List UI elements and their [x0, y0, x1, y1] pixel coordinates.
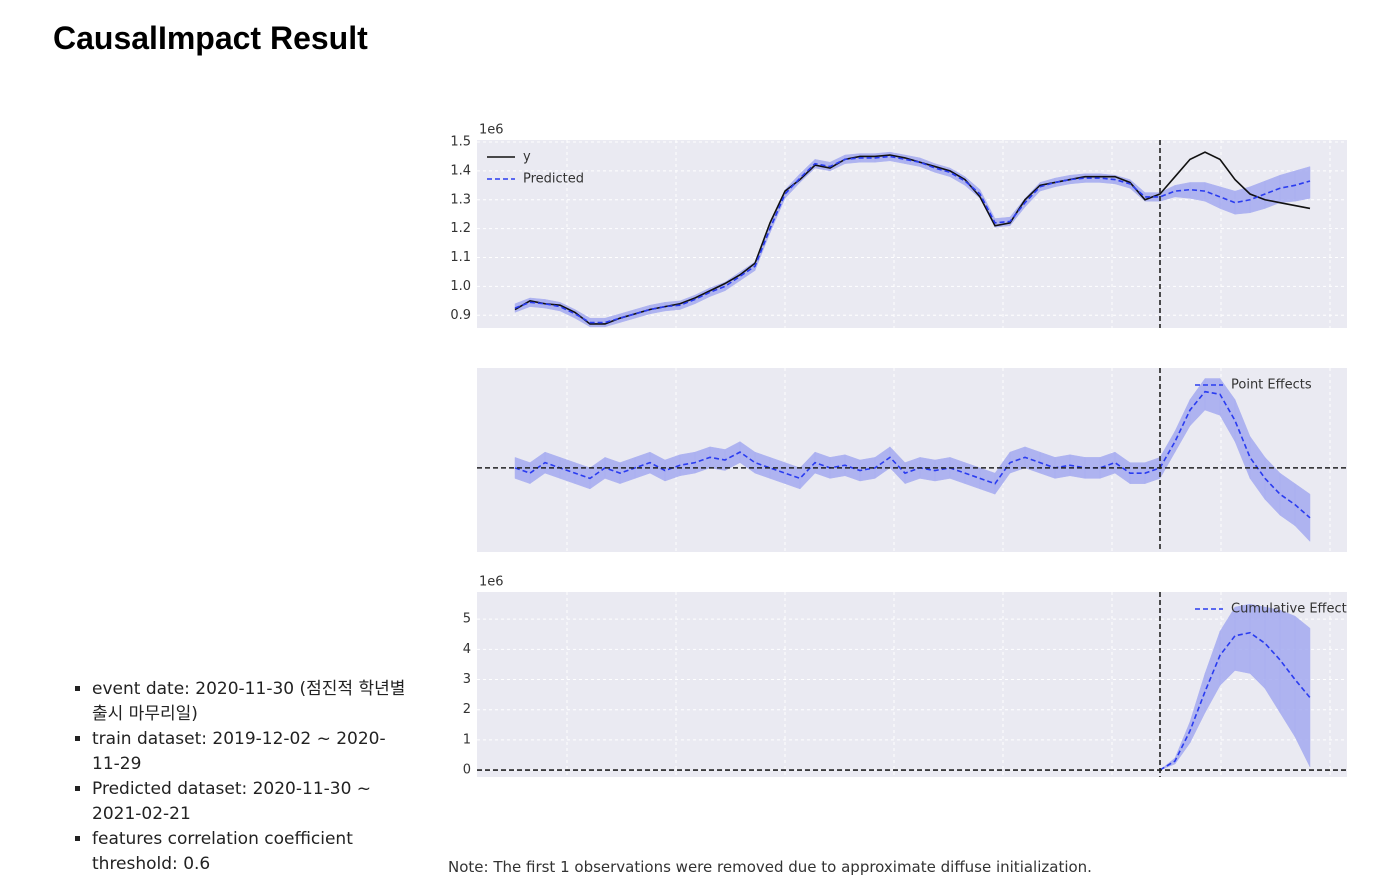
legend-label: Cumulative Effect — [1231, 602, 1347, 617]
y-tick-label: 1.4 — [450, 163, 471, 178]
confidence-band — [1189, 182, 1206, 202]
confidence-band — [1294, 615, 1311, 768]
bullet: features correlation coefficient thresho… — [92, 827, 412, 877]
y-tick-label: 2 — [463, 702, 471, 717]
legend-label: y — [523, 150, 531, 165]
y-tick-label: 1.3 — [450, 192, 471, 207]
legend-label: Predicted — [523, 172, 584, 187]
y-tick-label: 0 — [463, 763, 471, 778]
y-tick-label: 1.5 — [450, 135, 471, 150]
y-tick-label: 1 — [463, 732, 471, 747]
y-tick-label: 0.9 — [450, 308, 471, 323]
y-tick-label: 1.2 — [450, 221, 471, 236]
plot-area — [477, 140, 1347, 328]
charts: 0.9 1.0 1.1 1.2 1.3 1.4 1.5 1e6 y Predicted Point … — [450, 123, 1347, 778]
y-tick-label: 1.0 — [450, 279, 471, 294]
series-line — [514, 155, 1311, 324]
bullet: Predicted dataset: 2020-11-30 ~ 2021-02-… — [92, 777, 412, 827]
confidence-band — [1294, 483, 1311, 543]
y-tick-label: 1.1 — [450, 250, 471, 265]
confidence-band — [1249, 603, 1266, 690]
offset-label: 1e6 — [479, 123, 504, 138]
page-title: CausalImpact Result — [53, 20, 368, 56]
y-tick-label: 5 — [463, 612, 471, 627]
note: Note: The first 1 observations were remo… — [448, 858, 1092, 876]
y-tick-label: 4 — [463, 642, 471, 657]
bullet: event date: 2020-11-30 (점진적 학년별 출시 마무리일) — [92, 677, 412, 727]
bullet-list: event date: 2020-11-30 (점진적 학년별 출시 마무리일)… — [60, 677, 412, 877]
confidence-band — [1204, 378, 1221, 416]
series-line — [514, 390, 1311, 519]
offset-label: 1e6 — [479, 575, 504, 590]
y-tick-label: 3 — [463, 672, 471, 687]
bullet: train dataset: 2019-12-02 ~ 2020-11-29 — [92, 727, 412, 777]
legend-label: Point Effects — [1231, 378, 1312, 393]
